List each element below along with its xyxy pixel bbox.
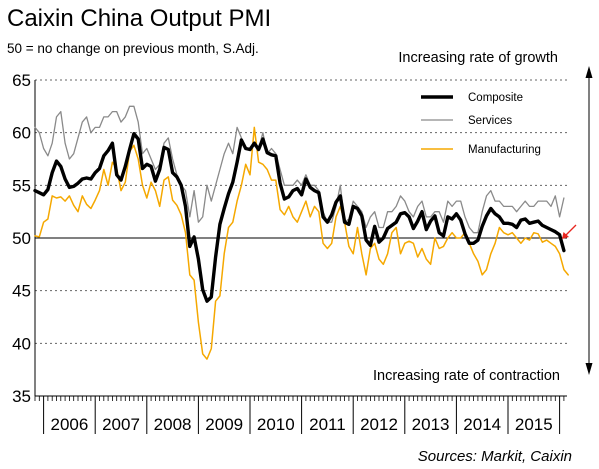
chart-title: Caixin China Output PMI: [7, 5, 271, 32]
y-axis: 35 40 45 50 55 60 65: [12, 71, 36, 406]
series-lines: [33, 105, 569, 360]
latest-value-pointer: [562, 224, 577, 239]
y-tick-label: 60: [12, 124, 31, 143]
y-tick-label: 45: [12, 282, 31, 301]
series-line-manufacturing: [34, 126, 569, 360]
y-tick-label: 55: [12, 176, 31, 195]
annotation-contraction: Increasing rate of contraction: [373, 368, 560, 384]
y-tick-label: 65: [12, 71, 31, 90]
x-tick-label: 2006: [50, 415, 88, 434]
x-tick-label: 2008: [154, 415, 192, 434]
y-tick-label: 40: [12, 334, 31, 353]
annotation-growth: Increasing rate of growth: [398, 50, 558, 66]
chart-subtitle: 50 = no change on previous month, S.Adj.: [7, 41, 259, 56]
source-note: Sources: Markit, Caixin: [418, 448, 572, 465]
legend-label-manufacturing: Manufacturing: [468, 144, 541, 156]
legend-label-services: Services: [468, 115, 512, 127]
x-axis: 2006 2007 2008 2009 2010 2011 2012 2013 2014 2015: [34, 395, 567, 434]
series-line-composite: [33, 131, 566, 303]
legend-label-composite: Composite: [468, 92, 523, 104]
x-tick-label: 2009: [205, 415, 243, 434]
x-tick-label: 2015: [515, 415, 553, 434]
y-tick-label: 50: [12, 229, 31, 248]
x-tick-label: 2012: [360, 415, 398, 434]
x-tick-label: 2010: [257, 415, 295, 434]
arrow-up-icon: [585, 66, 593, 78]
x-tick-label: 2007: [102, 415, 140, 434]
x-tick-label: 2014: [463, 415, 501, 434]
growth-arrow: [585, 66, 593, 375]
legend: Composite Services Manufacturing: [421, 92, 541, 156]
arrow-down-icon: [585, 363, 593, 375]
series-line-services: [34, 105, 565, 234]
y-tick-label: 35: [12, 387, 31, 406]
x-tick-label: 2011: [309, 415, 346, 434]
x-tick-label: 2013: [412, 415, 450, 434]
